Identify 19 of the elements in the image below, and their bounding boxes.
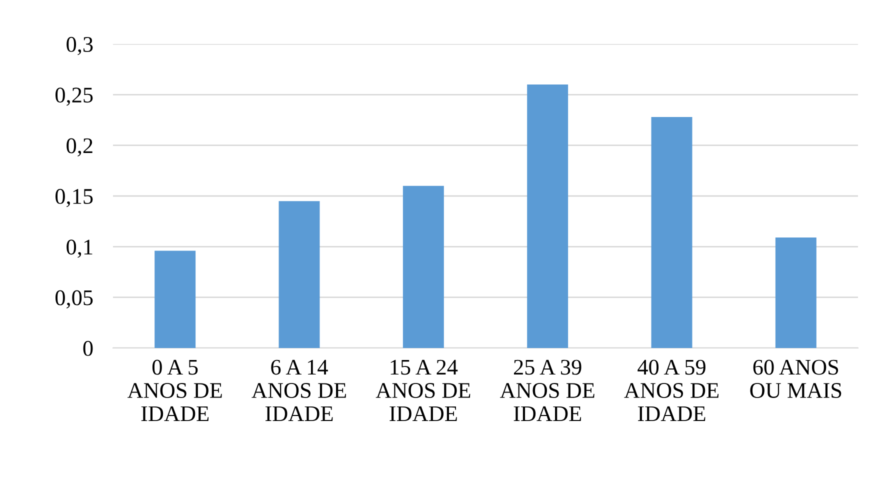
x-tick-label: 25 A 39 ANOS DE IDADE — [500, 360, 594, 422]
x-tick-label: 0 A 5 ANOS DE IDADE — [127, 360, 222, 422]
x-tick-label: 60 ANOS OU MAIS — [750, 360, 842, 398]
bar — [278, 201, 320, 348]
bar — [154, 250, 196, 348]
y-tick-label: 0,1 — [66, 240, 92, 258]
bar — [402, 186, 444, 348]
y-tick-label: 0,15 — [56, 188, 93, 208]
x-tick-label: 6 A 14 ANOS DE IDADE — [252, 360, 346, 422]
bar — [775, 238, 816, 348]
x-tick-label: 40 A 59 ANOS DE IDADE — [624, 360, 718, 422]
y-tick-label: 0,3 — [66, 36, 93, 56]
y-tick-label: 0 — [83, 340, 93, 356]
y-tick-label: 0,2 — [66, 138, 92, 156]
y-tick-label: 0,05 — [56, 290, 93, 308]
bar — [527, 84, 568, 348]
bar — [651, 116, 692, 348]
y-tick-label: 0,25 — [56, 88, 93, 106]
x-tick-label: 15 A 24 ANOS DE IDADE — [376, 360, 470, 422]
